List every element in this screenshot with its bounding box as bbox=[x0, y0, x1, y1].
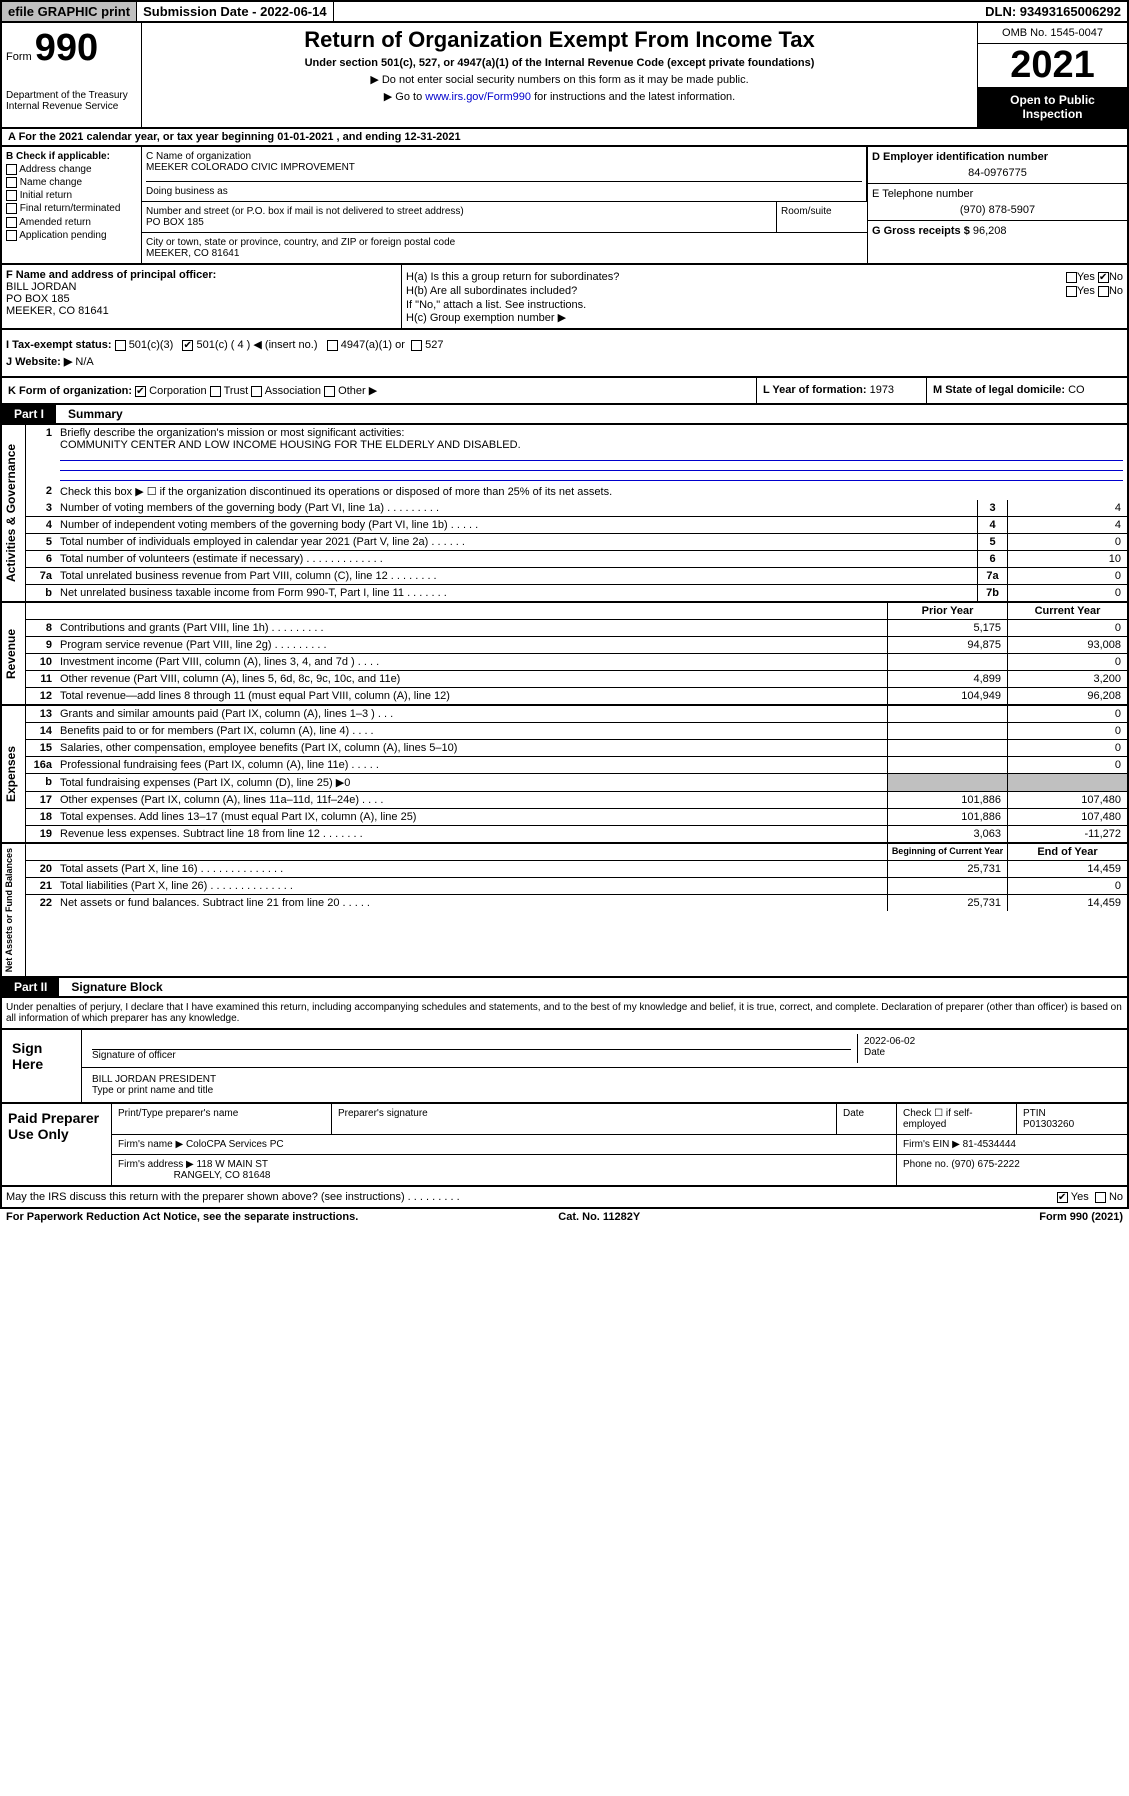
website: N/A bbox=[75, 356, 93, 368]
summary-row: bNet unrelated business taxable income f… bbox=[26, 585, 1127, 601]
summary-row: 22Net assets or fund balances. Subtract … bbox=[26, 895, 1127, 911]
irs-link[interactable]: www.irs.gov/Form990 bbox=[425, 91, 531, 103]
dept-label: Department of the Treasury Internal Reve… bbox=[6, 90, 137, 112]
cb-4947[interactable] bbox=[327, 340, 338, 351]
summary-row: 11Other revenue (Part VIII, column (A), … bbox=[26, 671, 1127, 688]
org-address: PO BOX 185 bbox=[146, 217, 772, 228]
summary-row: 6Total number of volunteers (estimate if… bbox=[26, 551, 1127, 568]
summary-revenue: Revenue Prior YearCurrent Year 8Contribu… bbox=[0, 603, 1129, 706]
summary-net-assets: Net Assets or Fund Balances Beginning of… bbox=[0, 844, 1129, 978]
state-domicile: CO bbox=[1068, 384, 1085, 396]
cb-amended[interactable]: Amended return bbox=[6, 217, 137, 228]
summary-governance: Activities & Governance 1 Briefly descri… bbox=[0, 425, 1129, 603]
public-inspection: Open to Public Inspection bbox=[978, 87, 1127, 127]
org-name-box: C Name of organization MEEKER COLORADO C… bbox=[142, 147, 867, 201]
cb-other[interactable] bbox=[324, 386, 335, 397]
page-footer: For Paperwork Reduction Act Notice, see … bbox=[0, 1209, 1129, 1225]
firm-phone: (970) 675-2222 bbox=[951, 1159, 1019, 1170]
summary-row: 20Total assets (Part X, line 16) . . . .… bbox=[26, 861, 1127, 878]
sections-k-l-m: K Form of organization: Corporation Trus… bbox=[0, 378, 1129, 405]
paid-preparer: Paid Preparer Use Only Print/Type prepar… bbox=[0, 1104, 1129, 1187]
submission-date: Submission Date - 2022-06-14 bbox=[137, 2, 334, 21]
summary-row: 10Investment income (Part VIII, column (… bbox=[26, 654, 1127, 671]
summary-row: 21Total liabilities (Part X, line 26) . … bbox=[26, 878, 1127, 895]
ptin: P01303260 bbox=[1023, 1119, 1121, 1130]
firm-name: ColoCPA Services PC bbox=[186, 1139, 284, 1150]
summary-row: 3Number of voting members of the governi… bbox=[26, 500, 1127, 517]
summary-row: bTotal fundraising expenses (Part IX, co… bbox=[26, 774, 1127, 792]
sections-f-h: F Name and address of principal officer:… bbox=[0, 265, 1129, 330]
efile-label: efile GRAPHIC print bbox=[2, 2, 137, 21]
cb-address-change[interactable]: Address change bbox=[6, 164, 137, 175]
summary-row: 4Number of independent voting members of… bbox=[26, 517, 1127, 534]
org-name: MEEKER COLORADO CIVIC IMPROVEMENT bbox=[146, 162, 862, 173]
sections-b-g: B Check if applicable: Address change Na… bbox=[0, 147, 1129, 265]
sign-date: 2022-06-02 bbox=[864, 1036, 1117, 1047]
cb-final-return[interactable]: Final return/terminated bbox=[6, 203, 137, 214]
instruct-1: ▶ Do not enter social security numbers o… bbox=[146, 73, 973, 86]
sections-i-j: I Tax-exempt status: 501(c)(3) 501(c) ( … bbox=[0, 330, 1129, 378]
form-header: Form 990 Department of the Treasury Inte… bbox=[0, 21, 1129, 129]
cb-assoc[interactable] bbox=[251, 386, 262, 397]
summary-row: 16aProfessional fundraising fees (Part I… bbox=[26, 757, 1127, 774]
form-subtitle: Under section 501(c), 527, or 4947(a)(1)… bbox=[146, 57, 973, 69]
dln: DLN: 93493165006292 bbox=[979, 2, 1127, 21]
sign-here: Sign Here Signature of officer 2022-06-0… bbox=[0, 1030, 1129, 1104]
firm-ein: 81-4534444 bbox=[963, 1139, 1016, 1150]
cb-trust[interactable] bbox=[210, 386, 221, 397]
firm-addr: 118 W MAIN ST bbox=[197, 1159, 269, 1170]
summary-row: 9Program service revenue (Part VIII, lin… bbox=[26, 637, 1127, 654]
omb-number: OMB No. 1545-0047 bbox=[978, 23, 1127, 44]
cb-discuss-yes[interactable] bbox=[1057, 1192, 1068, 1203]
officer-name-title: BILL JORDAN PRESIDENT bbox=[92, 1074, 1117, 1085]
summary-row: 12Total revenue—add lines 8 through 11 (… bbox=[26, 688, 1127, 704]
cb-discuss-no[interactable] bbox=[1095, 1192, 1106, 1203]
form-prefix: Form bbox=[6, 51, 32, 63]
instruct-2: ▶ Go to www.irs.gov/Form990 for instruct… bbox=[146, 90, 973, 103]
summary-row: 19Revenue less expenses. Subtract line 1… bbox=[26, 826, 1127, 842]
section-b: B Check if applicable: Address change Na… bbox=[2, 147, 142, 263]
phone: (970) 878-5907 bbox=[872, 204, 1123, 216]
summary-row: 13Grants and similar amounts paid (Part … bbox=[26, 706, 1127, 723]
gross-receipts: 96,208 bbox=[973, 225, 1007, 237]
summary-row: 7aTotal unrelated business revenue from … bbox=[26, 568, 1127, 585]
summary-expenses: Expenses 13Grants and similar amounts pa… bbox=[0, 706, 1129, 844]
part-2-header: Part II Signature Block bbox=[0, 978, 1129, 998]
year-formation: 1973 bbox=[870, 384, 894, 396]
summary-row: 5Total number of individuals employed in… bbox=[26, 534, 1127, 551]
officer-name: BILL JORDAN bbox=[6, 281, 397, 293]
part-1-header: Part I Summary bbox=[0, 405, 1129, 425]
org-city: MEEKER, CO 81641 bbox=[146, 248, 863, 259]
summary-row: 8Contributions and grants (Part VIII, li… bbox=[26, 620, 1127, 637]
form-number: 990 bbox=[35, 27, 98, 69]
top-bar: efile GRAPHIC print Submission Date - 20… bbox=[0, 0, 1129, 21]
cb-527[interactable] bbox=[411, 340, 422, 351]
cb-app-pending[interactable]: Application pending bbox=[6, 230, 137, 241]
summary-row: 18Total expenses. Add lines 13–17 (must … bbox=[26, 809, 1127, 826]
ein: 84-0976775 bbox=[872, 167, 1123, 179]
summary-row: 14Benefits paid to or for members (Part … bbox=[26, 723, 1127, 740]
cb-name-change[interactable]: Name change bbox=[6, 177, 137, 188]
perjury-statement: Under penalties of perjury, I declare th… bbox=[0, 998, 1129, 1030]
form-title: Return of Organization Exempt From Incom… bbox=[146, 27, 973, 53]
cb-corp[interactable] bbox=[135, 386, 146, 397]
cb-initial-return[interactable]: Initial return bbox=[6, 190, 137, 201]
mission-text: COMMUNITY CENTER AND LOW INCOME HOUSING … bbox=[60, 439, 521, 451]
summary-row: 15Salaries, other compensation, employee… bbox=[26, 740, 1127, 757]
irs-discuss: May the IRS discuss this return with the… bbox=[0, 1187, 1129, 1209]
cb-501c[interactable] bbox=[182, 340, 193, 351]
tax-year: 2021 bbox=[978, 44, 1127, 87]
section-a: A For the 2021 calendar year, or tax yea… bbox=[0, 129, 1129, 147]
summary-row: 17Other expenses (Part IX, column (A), l… bbox=[26, 792, 1127, 809]
cb-501c3[interactable] bbox=[115, 340, 126, 351]
